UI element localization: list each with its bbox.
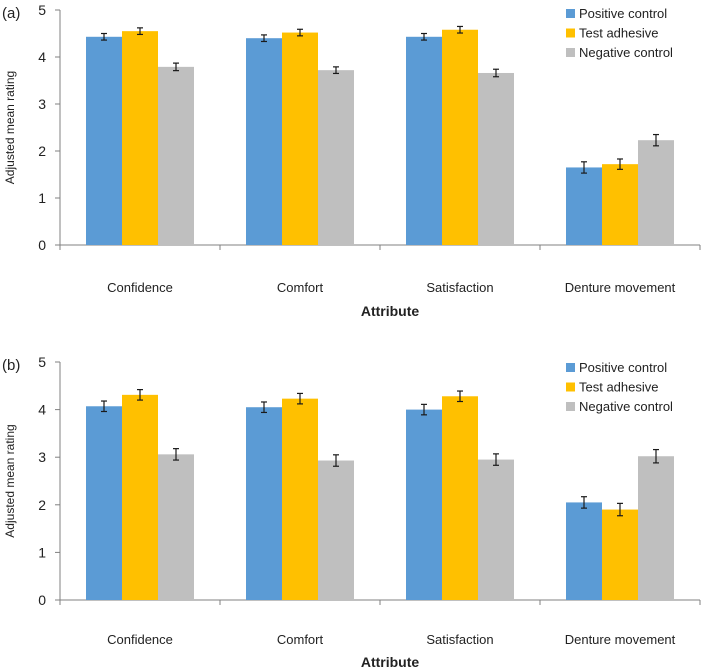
x-tick-label: Denture movement bbox=[565, 280, 676, 295]
legend-swatch bbox=[566, 9, 575, 18]
y-tick-label: 0 bbox=[38, 592, 46, 608]
panel-label: (b) bbox=[2, 357, 20, 374]
bar bbox=[566, 502, 602, 600]
bar bbox=[638, 140, 674, 245]
bar bbox=[406, 409, 442, 600]
y-tick-label: 4 bbox=[38, 49, 46, 65]
x-tick-label: Comfort bbox=[277, 632, 324, 647]
y-tick-label: 2 bbox=[38, 143, 46, 159]
y-tick-label: 0 bbox=[38, 237, 46, 253]
bar bbox=[318, 460, 354, 600]
legend-swatch bbox=[566, 28, 575, 38]
x-axis-title: Attribute bbox=[361, 654, 420, 670]
y-axis-title: Adjusted mean rating bbox=[3, 424, 17, 537]
bar bbox=[122, 394, 158, 600]
x-tick-label: Satisfaction bbox=[426, 632, 493, 647]
y-tick-label: 2 bbox=[38, 497, 46, 513]
bar bbox=[442, 29, 478, 245]
chart-panel-a: (a) 0 1 2 3 4 5 Adjusted mean rating Confidence C… bbox=[2, 2, 701, 319]
x-tick-label: Comfort bbox=[277, 280, 324, 295]
bar bbox=[86, 406, 122, 600]
legend-label: Test adhesive bbox=[579, 26, 659, 41]
legend-label: Test adhesive bbox=[579, 380, 659, 395]
bar bbox=[246, 407, 282, 600]
legend-swatch bbox=[566, 363, 575, 372]
bar bbox=[638, 456, 674, 600]
legend-label: Negative control bbox=[579, 45, 673, 60]
x-axis-title: Attribute bbox=[361, 303, 420, 319]
y-tick-label: 3 bbox=[38, 449, 46, 465]
y-axis-title: Adjusted mean rating bbox=[3, 71, 17, 184]
panel-label: (a) bbox=[2, 5, 20, 22]
legend-swatch bbox=[566, 402, 575, 411]
y-tick-label: 1 bbox=[38, 190, 46, 206]
bar bbox=[442, 396, 478, 600]
bar bbox=[86, 36, 122, 245]
x-tick-label: Denture movement bbox=[565, 632, 676, 647]
y-tick-label: 5 bbox=[38, 354, 46, 370]
bar bbox=[602, 164, 638, 245]
bar bbox=[158, 454, 194, 600]
y-tick-label: 1 bbox=[38, 544, 46, 560]
legend: Positive control Test adhesive Negative co… bbox=[566, 360, 673, 414]
bar bbox=[406, 36, 442, 245]
bar bbox=[246, 38, 282, 246]
bar bbox=[478, 459, 514, 600]
bar bbox=[122, 31, 158, 246]
bar bbox=[282, 32, 318, 246]
legend-swatch bbox=[566, 48, 575, 57]
y-tick-label: 3 bbox=[38, 96, 46, 112]
legend: Positive control Test adhesive Negative co… bbox=[566, 6, 673, 60]
x-tick-label: Satisfaction bbox=[426, 280, 493, 295]
bar bbox=[282, 398, 318, 600]
legend-label: Positive control bbox=[579, 360, 667, 375]
bar bbox=[158, 66, 194, 246]
bar bbox=[478, 72, 514, 245]
chart-panel-b: (b) 0 1 2 3 4 5 Adjusted mean rating Confidence C… bbox=[2, 354, 701, 670]
legend-label: Positive control bbox=[579, 6, 667, 21]
y-tick-label: 4 bbox=[38, 402, 46, 418]
bar bbox=[566, 167, 602, 245]
y-tick-label: 5 bbox=[38, 2, 46, 18]
bar bbox=[318, 70, 354, 245]
x-tick-label: Confidence bbox=[107, 280, 173, 295]
x-tick-label: Confidence bbox=[107, 632, 173, 647]
legend-label: Negative control bbox=[579, 399, 673, 414]
bar bbox=[602, 509, 638, 600]
legend-swatch bbox=[566, 382, 575, 392]
